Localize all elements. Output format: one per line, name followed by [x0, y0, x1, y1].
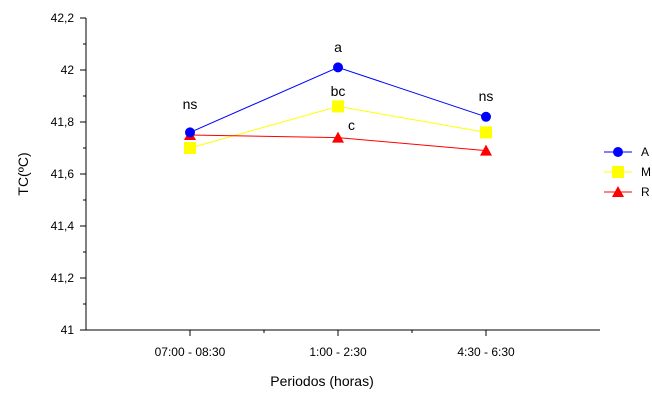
- legend-marker: [612, 186, 624, 197]
- legend-marker: [613, 147, 623, 157]
- data-point-r: [332, 131, 344, 143]
- y-axis-title: TC(ºC): [15, 152, 31, 195]
- series-line-a: [189, 66, 487, 133]
- y-tick-label: 41,8: [51, 115, 75, 129]
- y-tick-label: 41,2: [51, 271, 75, 285]
- legend-marker: [612, 166, 624, 178]
- legend-label: A: [641, 145, 649, 159]
- x-tick-label: 4:30 - 6:30: [457, 345, 515, 359]
- data-point-m: [480, 126, 492, 139]
- y-tick-label: 41: [61, 323, 75, 337]
- annotation-layer: ns a bc c ns: [183, 39, 494, 133]
- axes: 41 41,2 41,4 41,6 41,8 42 42,2 07:00 - 08:30 1:0…: [51, 11, 600, 359]
- annotation-label: a: [334, 39, 342, 55]
- legend-label: M: [641, 165, 651, 179]
- legend-item-m: M: [604, 165, 651, 179]
- legend-label: R: [641, 185, 650, 199]
- data-point-a: [333, 62, 343, 73]
- series-layer: [184, 62, 492, 156]
- series-m: [184, 100, 492, 154]
- x-tick-label: 1:00 - 2:30: [309, 345, 367, 359]
- x-tick-label: 07:00 - 08:30: [155, 345, 226, 359]
- data-point-m: [184, 142, 196, 154]
- series-r: [184, 129, 492, 156]
- annotation-label: ns: [183, 96, 198, 112]
- annotation-label: ns: [479, 88, 494, 104]
- data-point-r: [480, 144, 492, 156]
- legend-item-r: R: [604, 185, 650, 199]
- data-point-m: [332, 100, 344, 113]
- x-axis-title: Periodos (horas): [270, 373, 374, 389]
- annotation-label: c: [348, 117, 355, 133]
- y-tick-label: 42: [61, 63, 75, 77]
- data-point-a: [185, 127, 195, 138]
- legend: AMR: [604, 145, 651, 199]
- y-tick-label: 41,4: [51, 219, 75, 233]
- legend-item-a: A: [604, 145, 649, 159]
- series-a: [185, 62, 491, 138]
- data-point-a: [481, 111, 491, 122]
- y-tick-label: 41,6: [51, 167, 75, 181]
- y-tick-label: 42,2: [51, 11, 75, 25]
- annotation-label: bc: [331, 83, 346, 99]
